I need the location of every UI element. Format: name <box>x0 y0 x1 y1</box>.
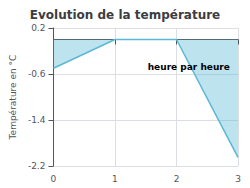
svg-text:-1.4: -1.4 <box>28 115 46 125</box>
svg-text:Température en °C: Température en °C <box>8 55 18 141</box>
svg-text:1: 1 <box>112 174 118 184</box>
svg-text:heure par heure: heure par heure <box>148 62 230 72</box>
svg-text:-2.2: -2.2 <box>28 161 46 171</box>
svg-text:2: 2 <box>174 174 180 184</box>
svg-text:0: 0 <box>51 174 57 184</box>
svg-text:3: 3 <box>235 174 241 184</box>
svg-text:Evolution de la température: Evolution de la température <box>30 8 221 22</box>
svg-text:-0.6: -0.6 <box>28 69 46 79</box>
svg-text:0.2: 0.2 <box>31 23 45 33</box>
